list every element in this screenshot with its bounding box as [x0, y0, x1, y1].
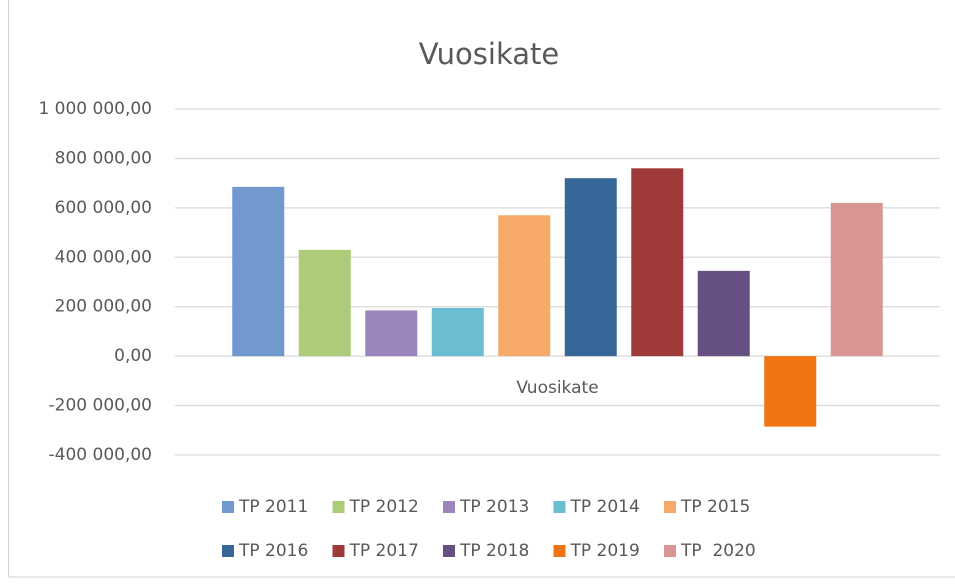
- legend-swatch: [443, 501, 455, 513]
- bar: [764, 356, 816, 426]
- bar: [565, 178, 617, 356]
- legend-label: TP 2012: [349, 497, 419, 517]
- chart-title: Vuosikate: [419, 37, 559, 71]
- y-tick-label: 400 000,00: [55, 247, 152, 267]
- x-tick-label: Vuosikate: [516, 378, 598, 398]
- legend-swatch: [222, 545, 234, 557]
- legend-swatch: [554, 501, 566, 513]
- y-tick-label: 1 000 000,00: [38, 99, 152, 119]
- bar: [831, 203, 883, 356]
- y-tick-label: 0,00: [114, 346, 152, 366]
- bar: [631, 168, 683, 356]
- legend-label: TP 2018: [459, 541, 529, 561]
- legend-label: TP 2017: [349, 541, 419, 561]
- bar: [365, 310, 417, 356]
- legend-label: TP 2016: [238, 541, 308, 561]
- legend-label: TP 2020: [680, 541, 756, 561]
- legend-swatch: [554, 545, 566, 557]
- legend-label: TP 2013: [459, 497, 529, 517]
- legend-label: TP 2011: [238, 497, 308, 517]
- bar: [432, 308, 484, 356]
- legend-swatch: [333, 545, 345, 557]
- y-tick-label: -400 000,00: [49, 445, 152, 465]
- bar: [698, 271, 750, 356]
- legend-swatch: [333, 501, 345, 513]
- chart-border: [9, 0, 955, 577]
- legend-label: TP 2019: [570, 541, 640, 561]
- y-tick-label: 200 000,00: [55, 297, 152, 317]
- y-tick-label: 600 000,00: [55, 198, 152, 218]
- bar: [232, 187, 284, 356]
- bar: [299, 250, 351, 356]
- legend-swatch: [664, 501, 676, 513]
- legend-label: TP 2014: [570, 497, 640, 517]
- legend-swatch: [443, 545, 455, 557]
- y-tick-label: -200 000,00: [49, 396, 152, 416]
- legend-swatch: [664, 545, 676, 557]
- bar: [498, 215, 550, 356]
- legend-label: TP 2015: [680, 497, 750, 517]
- y-tick-label: 800 000,00: [55, 148, 152, 168]
- legend-swatch: [222, 501, 234, 513]
